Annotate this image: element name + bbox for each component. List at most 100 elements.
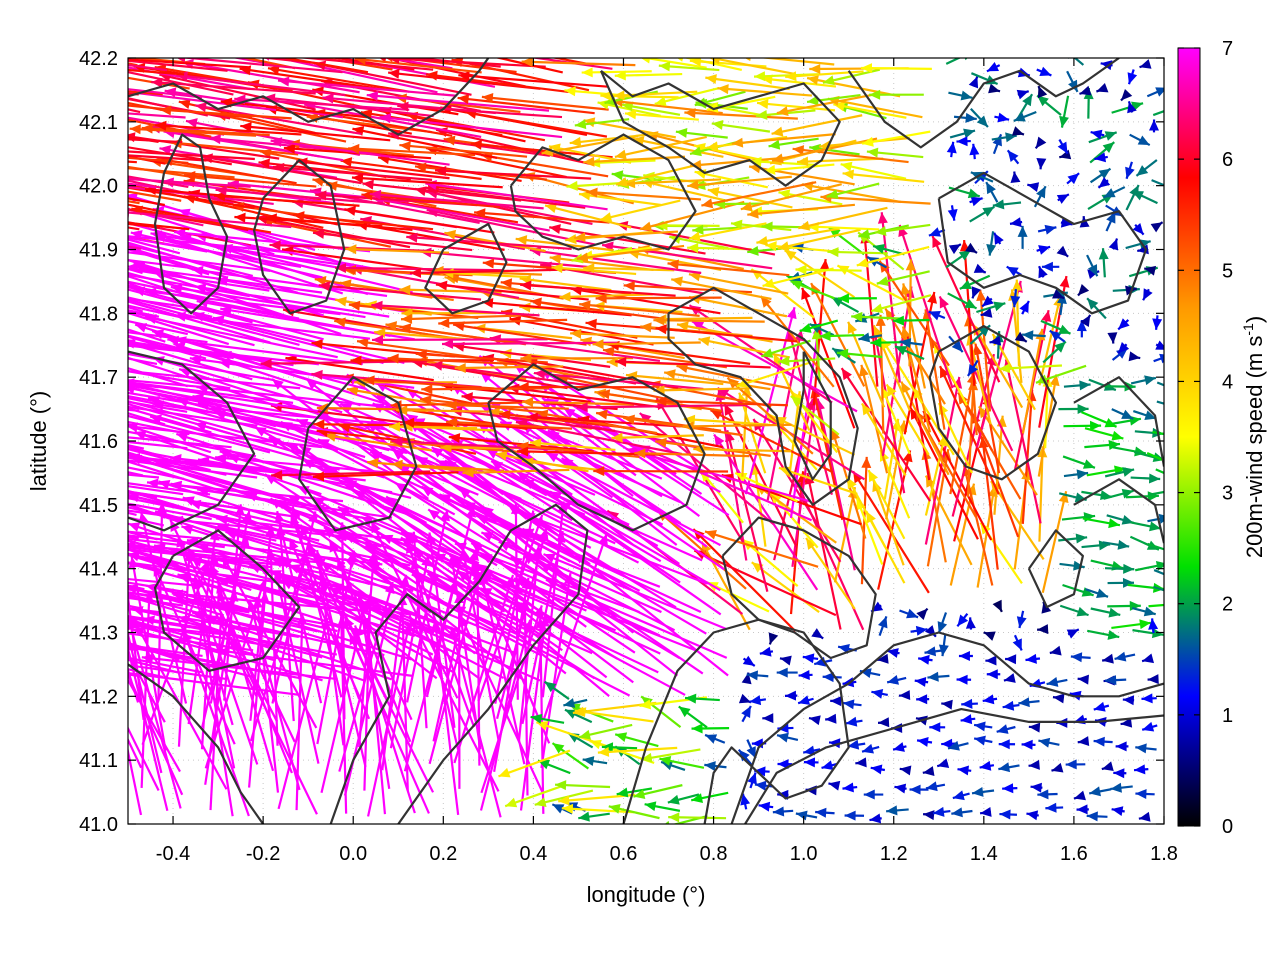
wind-vector-head xyxy=(23,79,34,89)
wind-vector xyxy=(663,371,771,391)
wind-vector-head xyxy=(537,759,551,770)
wind-vector xyxy=(371,303,540,317)
wind-vector-head xyxy=(598,389,611,400)
wind-vector-head xyxy=(923,810,935,821)
wind-vector xyxy=(388,132,551,157)
terrain-contour xyxy=(622,618,850,824)
wind-vectors xyxy=(0,58,1164,824)
wind-vector-head xyxy=(109,293,121,303)
wind-vector xyxy=(498,749,571,778)
wind-vector-head xyxy=(583,156,595,167)
wind-vector-head xyxy=(925,781,938,792)
wind-vector-head xyxy=(31,187,43,197)
wind-vector xyxy=(446,420,573,430)
wind-vector-head xyxy=(965,617,976,629)
wind-vector xyxy=(574,230,679,239)
wind-vector-head xyxy=(1108,439,1120,450)
x-tick-label: 0.2 xyxy=(429,843,457,865)
wind-vector-head xyxy=(928,227,941,237)
wind-vector-head xyxy=(561,803,574,814)
wind-vector xyxy=(128,208,204,227)
terrain-contour xyxy=(599,69,841,187)
wind-vector-head xyxy=(1018,697,1030,708)
y-tick-label: 41.4 xyxy=(79,559,118,581)
wind-vector-head xyxy=(428,509,441,520)
wind-vector-head xyxy=(318,281,331,292)
wind-vector-head xyxy=(1155,340,1164,350)
wind-vector-head xyxy=(1010,171,1021,183)
wind-vector-head xyxy=(1094,152,1107,163)
wind-vector-head xyxy=(998,762,1011,773)
wind-vector xyxy=(1041,490,1068,594)
wind-vector-head xyxy=(86,606,98,616)
wind-vector xyxy=(450,439,630,526)
colorbar-label-close: ) xyxy=(1242,316,1267,323)
wind-vector-head xyxy=(426,70,438,81)
wind-vector xyxy=(639,58,707,69)
wind-vector xyxy=(812,258,827,406)
wind-vector-head xyxy=(760,296,772,308)
wind-vector-head xyxy=(174,311,186,322)
wind-vector xyxy=(177,58,343,74)
wind-vector-head xyxy=(916,608,928,621)
wind-vector xyxy=(682,423,792,428)
wind-vector-head xyxy=(443,135,456,146)
wind-vector xyxy=(128,68,185,76)
wind-vector-head xyxy=(798,220,811,231)
wind-vector-head xyxy=(1016,616,1027,629)
wind-vector xyxy=(520,283,676,297)
wind-vector-head xyxy=(960,90,973,101)
wind-vector xyxy=(710,409,834,474)
wind-vector xyxy=(481,95,609,111)
wind-vector-head xyxy=(184,171,196,182)
wind-vector-head xyxy=(768,632,779,645)
wind-vector-head xyxy=(1037,86,1048,99)
wind-vector xyxy=(345,247,450,254)
wind-vector-head xyxy=(81,286,93,296)
terrain-contour xyxy=(298,376,418,532)
wind-vector-head xyxy=(159,145,172,156)
wind-vector-head xyxy=(576,402,588,413)
wind-vector-head xyxy=(640,322,652,333)
wind-vector xyxy=(128,509,184,520)
wind-vector-head xyxy=(941,699,953,710)
wind-vector-head xyxy=(0,149,3,159)
wind-vector xyxy=(240,124,391,142)
wind-vector-head xyxy=(8,624,20,634)
wind-vector-head xyxy=(1105,675,1117,686)
wind-vector xyxy=(131,207,272,234)
wind-vector-head xyxy=(863,789,875,800)
wind-vector xyxy=(797,157,884,164)
wind-vector-head xyxy=(974,735,986,746)
wind-vector xyxy=(128,452,227,476)
wind-vector-head xyxy=(910,407,921,420)
wind-vector xyxy=(128,396,163,407)
wind-vector-head xyxy=(698,336,711,347)
wind-vector xyxy=(462,468,570,475)
wind-vector xyxy=(549,490,721,592)
wind-vector-head xyxy=(915,625,928,636)
wind-vector-head xyxy=(989,335,1002,346)
wind-vector xyxy=(365,617,387,815)
wind-vector-head xyxy=(1038,266,1048,279)
wind-vector-head xyxy=(1151,628,1164,639)
wind-vector-head xyxy=(435,280,448,291)
wind-vector-head xyxy=(940,366,950,379)
wind-vector-head xyxy=(1098,540,1111,551)
wind-vector-head xyxy=(270,137,283,148)
wind-vector xyxy=(287,494,452,608)
wind-vector-head xyxy=(96,84,108,94)
wind-vector-head xyxy=(979,760,992,771)
wind-vector xyxy=(579,303,700,317)
wind-vector-head xyxy=(406,232,418,243)
wind-vector xyxy=(128,59,228,72)
wind-vector xyxy=(595,411,722,432)
wind-vector-head xyxy=(1108,238,1119,251)
wind-vector-head xyxy=(1132,222,1144,235)
wind-vector xyxy=(128,656,204,674)
wind-vector xyxy=(128,548,294,568)
wind-vector xyxy=(128,407,212,434)
wind-vector-head xyxy=(267,65,280,75)
wind-vector xyxy=(880,337,924,404)
wind-vector-head xyxy=(1113,768,1125,779)
